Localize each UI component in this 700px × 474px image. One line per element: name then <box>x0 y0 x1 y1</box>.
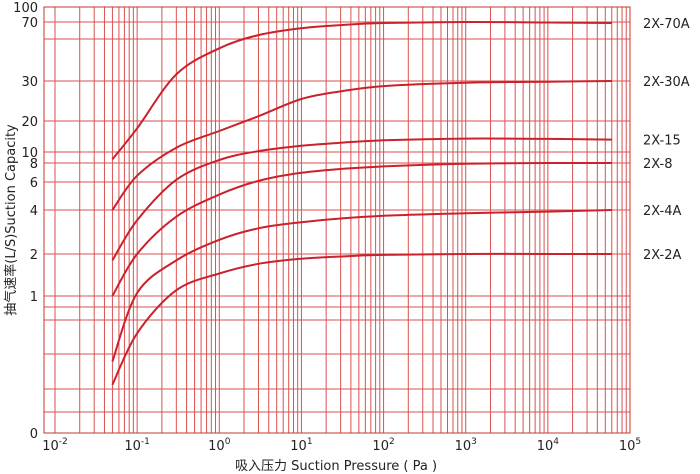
x-tick-label: 10-1 <box>124 437 150 454</box>
x-tick-label: 101 <box>290 437 312 454</box>
x-tick-label: 104 <box>537 437 560 454</box>
series-line-2x-8 <box>111 161 612 297</box>
y-tick-label: 2 <box>30 248 38 263</box>
y-tick-label: 100 <box>13 1 38 16</box>
y-tick-label: 30 <box>21 75 38 90</box>
series-line-2x-4a <box>111 209 612 362</box>
series-label-2x-15: 2X-15 <box>643 134 681 149</box>
x-tick-labels: 10-2 10-1 100 101 102 103 104 105 <box>42 437 641 454</box>
series-line-2x-2a <box>111 252 612 386</box>
y-tick-label: 8 <box>30 157 38 172</box>
series-label-2x-2a: 2X-2A <box>643 248 681 263</box>
series-label-2x-70a: 2X-70A <box>643 17 690 32</box>
series-line-2x-15 <box>111 137 612 261</box>
y-tick-label: 6 <box>30 176 38 191</box>
series-curves <box>111 20 612 386</box>
x-tick-label: 105 <box>619 437 641 454</box>
series-label-2x-30a: 2X-30A <box>643 75 690 90</box>
y-tick-label: 70 <box>21 16 38 31</box>
x-tick-label: 103 <box>455 437 477 454</box>
series-label-2x-8: 2X-8 <box>643 157 673 172</box>
y-tick-label: 4 <box>30 204 38 219</box>
y-tick-label: 10 <box>21 146 38 161</box>
x-tick-label: 102 <box>372 437 394 454</box>
vertical-gridlines <box>54 7 627 433</box>
series-line-2x-30a <box>111 80 612 211</box>
y-tick-label: 20 <box>21 115 38 130</box>
series-labels: 2X-70A 2X-30A 2X-15 2X-8 2X-4A 2X-2A <box>643 17 690 263</box>
y-tick-label: 1 <box>30 290 38 305</box>
horizontal-gridlines <box>44 6 630 413</box>
x-tick-label: 100 <box>208 437 231 454</box>
series-label-2x-4a: 2X-4A <box>643 204 681 219</box>
x-tick-label: 10-2 <box>42 437 68 454</box>
plot-frame <box>43 6 631 434</box>
x-axis-label: 吸入压力 Suction Pressure ( Pa ) <box>235 459 437 474</box>
series-line-2x-70a <box>111 20 612 161</box>
y-tick-label: 0 <box>30 427 38 442</box>
y-axis-label: 抽气速率(L/S)Suction Capacity <box>3 124 19 316</box>
